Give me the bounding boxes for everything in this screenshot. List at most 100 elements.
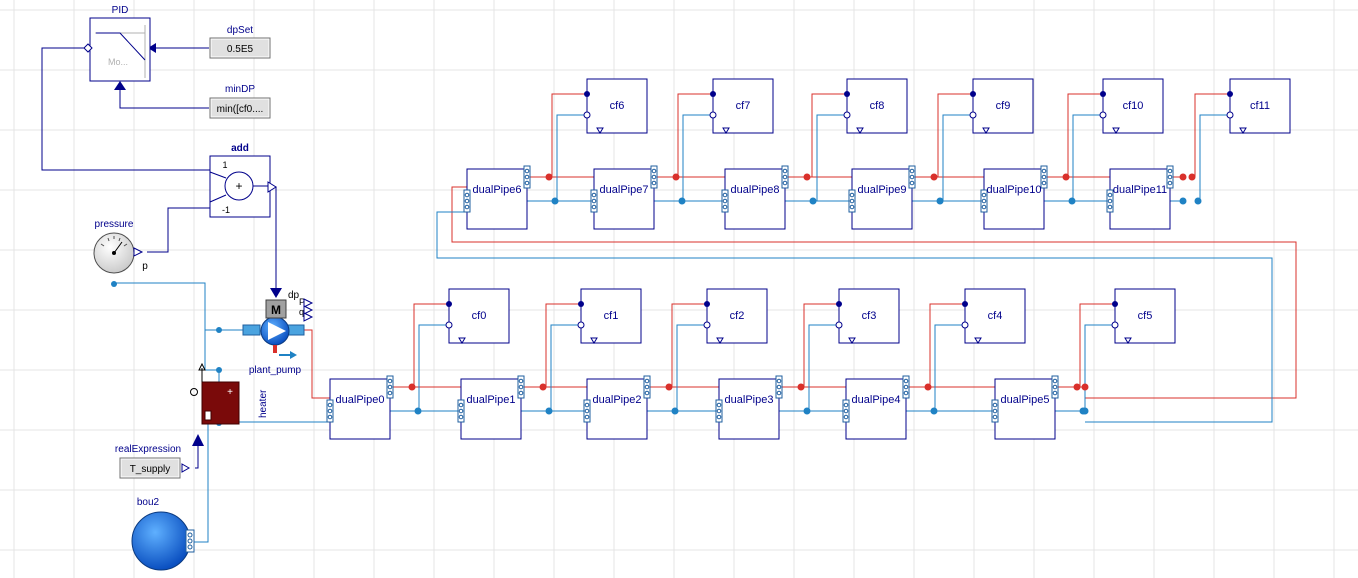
supply-junction xyxy=(1179,173,1187,181)
supply-junction xyxy=(924,383,932,391)
fluid-port xyxy=(991,399,999,423)
supply-junction xyxy=(545,173,553,181)
minDP-block[interactable]: minDP min([cf0.... xyxy=(209,84,271,119)
consumer-output-port xyxy=(458,337,466,344)
consumer-return-port xyxy=(577,321,585,329)
fluid-port xyxy=(457,399,465,423)
boundary-icon xyxy=(131,511,191,571)
return-junction xyxy=(671,407,679,415)
dual-pipe-label: dualPipe11 xyxy=(1113,184,1167,196)
consumer-box xyxy=(706,288,768,344)
consumer-label: cf3 xyxy=(862,310,877,322)
dual-pipe-label: dualPipe2 xyxy=(593,394,642,406)
add-operator: + xyxy=(235,179,242,193)
supply-junction xyxy=(539,383,547,391)
consumer-supply-port xyxy=(970,91,976,97)
dual-pipe-label: dualPipe3 xyxy=(725,394,774,406)
consumer-label: cf6 xyxy=(610,100,625,112)
return-junction xyxy=(803,407,811,415)
consumer-output-port xyxy=(1124,337,1132,344)
consumer-output-port xyxy=(722,127,730,134)
supply-junction xyxy=(1081,383,1089,391)
fluid-port xyxy=(463,189,471,213)
consumer-supply-port xyxy=(446,301,452,307)
heater-input-arrow-icon xyxy=(192,434,204,446)
supply-junction xyxy=(1073,383,1081,391)
return-junction xyxy=(545,407,553,415)
pipe-network: dualPipe6 cf6 dualPipe7 cf7 dualPipe8 cf8 dual… xyxy=(326,78,1291,440)
pump-motor-icon xyxy=(265,299,287,319)
consumer-label: cf2 xyxy=(730,310,745,322)
consumer-box xyxy=(838,288,900,344)
heater-marker: + xyxy=(227,387,233,398)
pressure-sensor[interactable]: pressure p xyxy=(93,219,148,274)
consumer-supply-port xyxy=(1227,91,1233,97)
consumer-output-port xyxy=(590,337,598,344)
return-junction xyxy=(678,197,686,205)
dual-pipe-label: dualPipe4 xyxy=(852,394,901,406)
plant-pump[interactable]: M dp P q plant_pump xyxy=(242,290,314,376)
pressure-port xyxy=(111,281,117,287)
return-junction xyxy=(1194,197,1202,205)
heater-block[interactable]: + heater xyxy=(190,362,270,425)
consumer-box xyxy=(448,288,510,344)
consumer-box xyxy=(580,288,642,344)
pump-input-arrow-icon xyxy=(270,288,282,298)
consumer-output-port xyxy=(982,127,990,134)
dual-pipe-box xyxy=(460,378,522,440)
loop-return-line xyxy=(436,211,1273,423)
add-output-port xyxy=(267,181,277,193)
pid-name: PID xyxy=(112,5,129,16)
consumer-label: cf10 xyxy=(1123,100,1144,112)
consumer-output-port xyxy=(856,127,864,134)
consumer-return-port xyxy=(835,321,843,329)
consumer-supply-port xyxy=(704,301,710,307)
consumer-label: cf8 xyxy=(870,100,885,112)
junction xyxy=(216,327,222,333)
dual-pipe-label: dualPipe8 xyxy=(731,184,780,196)
add-block[interactable]: add + 1 -1 xyxy=(209,143,277,218)
fluid-port xyxy=(1051,375,1059,399)
dual-pipe-label: dualPipe1 xyxy=(467,394,516,406)
fluid-port xyxy=(775,375,783,399)
dual-pipe-label: dualPipe9 xyxy=(858,184,907,196)
dual-pipe-box xyxy=(983,168,1045,230)
loop-supply-line xyxy=(451,186,1297,399)
fluid-port xyxy=(908,165,916,189)
supply-junction xyxy=(665,383,673,391)
consumer-box xyxy=(1102,78,1164,134)
pressure-name: pressure xyxy=(95,219,134,230)
consumer-supply-port xyxy=(962,301,968,307)
consumer-label: cf5 xyxy=(1138,310,1153,322)
fluid-port xyxy=(523,165,531,189)
minDP-arrow-icon xyxy=(114,81,126,90)
bottom-row-group: dualPipe0 cf0 dualPipe1 cf1 dualPipe2 cf2 dual… xyxy=(326,288,1176,440)
consumer-return-port xyxy=(1111,321,1119,329)
dual-pipe-box xyxy=(994,378,1056,440)
pump-name: plant_pump xyxy=(249,365,302,376)
bou2-name: bou2 xyxy=(137,497,160,508)
pressure-output-port xyxy=(133,247,144,257)
add-input1-gain: 1 xyxy=(222,160,227,170)
realExpression-block[interactable]: realExpression T_supply xyxy=(115,444,191,479)
supply-junction xyxy=(803,173,811,181)
plant-supply-pipes xyxy=(290,329,330,399)
fluid-port xyxy=(842,399,850,423)
dual-pipe-label: dualPipe0 xyxy=(336,394,385,406)
dual-pipe-label: dualPipe5 xyxy=(1001,394,1050,406)
fluid-port xyxy=(643,375,651,399)
return-junction xyxy=(930,407,938,415)
dual-pipe-label: dualPipe7 xyxy=(600,184,649,196)
dual-pipe-box xyxy=(845,378,907,440)
consumer-output-port xyxy=(1239,127,1247,134)
dpSet-block[interactable]: dpSet 0.5E5 xyxy=(209,25,271,59)
supply-junction xyxy=(797,383,805,391)
return-junction xyxy=(1081,407,1089,415)
minDP-name: minDP xyxy=(225,84,255,95)
consumer-return-port xyxy=(843,111,851,119)
pid-controller[interactable]: PID Mo... xyxy=(83,5,151,82)
bou2-boundary[interactable]: bou2 xyxy=(131,497,195,571)
fluid-port xyxy=(848,189,856,213)
consumer-box xyxy=(712,78,774,134)
